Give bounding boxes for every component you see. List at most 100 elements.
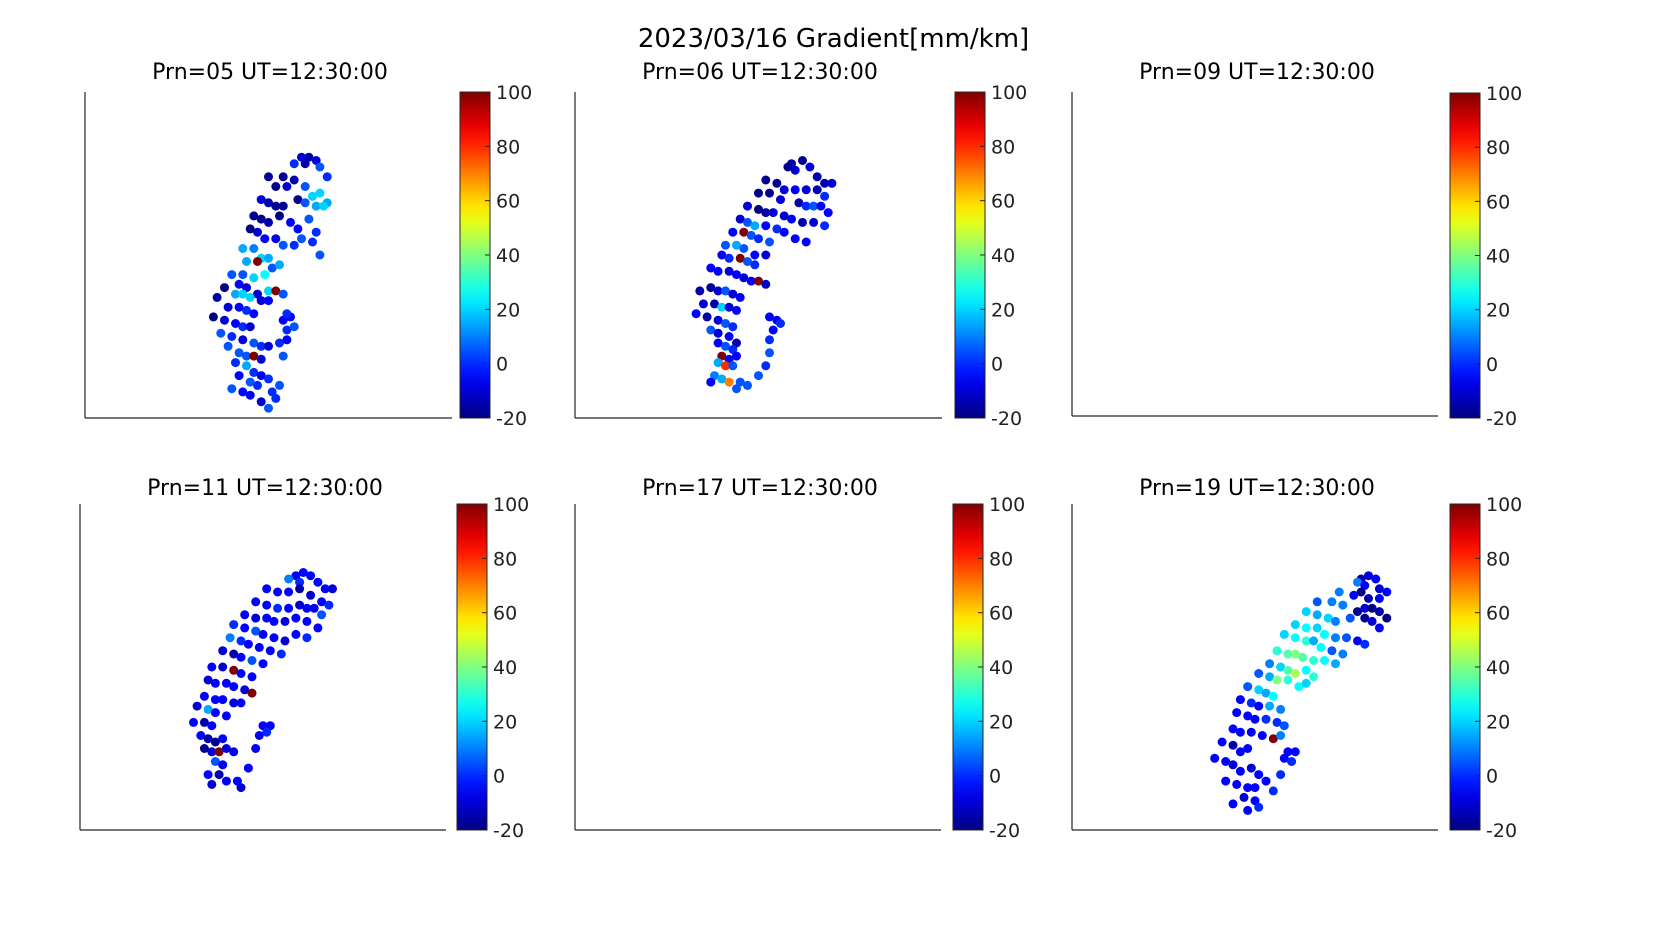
data-point xyxy=(728,322,738,332)
data-point xyxy=(249,309,259,319)
data-point xyxy=(706,377,716,387)
data-point xyxy=(214,747,224,757)
data-point xyxy=(1261,688,1271,698)
data-point xyxy=(298,568,308,577)
data-point xyxy=(1283,649,1293,659)
data-point xyxy=(249,351,259,361)
data-point xyxy=(275,260,284,270)
data-point xyxy=(1246,727,1256,737)
colorbar-tick-label: 0 xyxy=(991,354,1003,376)
data-point xyxy=(232,776,242,786)
data-point xyxy=(264,374,273,384)
data-point xyxy=(1353,577,1362,587)
data-point xyxy=(1298,652,1308,662)
data-point xyxy=(765,312,774,322)
data-point xyxy=(245,292,255,302)
colorbar-tick-label: 100 xyxy=(991,82,1027,104)
data-point xyxy=(1290,633,1300,643)
data-point xyxy=(238,244,248,253)
data-point xyxy=(761,221,771,231)
data-point xyxy=(1320,629,1329,639)
data-point xyxy=(278,201,288,211)
data-point xyxy=(227,384,237,394)
data-point xyxy=(1312,623,1322,633)
data-point xyxy=(1246,698,1256,708)
scatter-plot: 100 80 60 40 20 0 -20 xyxy=(84,82,532,430)
data-point xyxy=(253,257,262,266)
data-point xyxy=(236,698,246,708)
data-point xyxy=(1374,584,1384,594)
data-point xyxy=(1272,717,1282,727)
colorbar-tick-label: 100 xyxy=(1486,494,1522,516)
data-point xyxy=(218,760,228,770)
data-point xyxy=(1265,659,1275,669)
data-point xyxy=(295,584,305,594)
data-point xyxy=(713,266,723,276)
data-point xyxy=(1374,607,1384,617)
data-point xyxy=(750,260,760,270)
data-point xyxy=(234,302,244,312)
data-point xyxy=(721,341,730,351)
data-point xyxy=(1217,737,1227,747)
data-point xyxy=(721,319,730,328)
data-point xyxy=(724,253,734,263)
colorbar-tick-label: 20 xyxy=(1486,711,1510,733)
data-point xyxy=(1290,669,1300,678)
data-point xyxy=(1221,776,1231,786)
data-point xyxy=(240,685,250,695)
scatter-panel: Prn=17 UT=12:30:00 100 80 60 40 20 0 -20 xyxy=(574,476,1105,896)
data-point xyxy=(256,195,266,205)
data-point xyxy=(243,639,253,649)
colorbar-tick-label: 0 xyxy=(1486,354,1498,376)
data-point xyxy=(761,361,771,371)
data-point xyxy=(1334,587,1344,597)
scatter-plot: 100 80 60 40 20 0 -20 xyxy=(79,494,529,842)
data-point xyxy=(210,737,220,747)
data-point xyxy=(732,270,741,280)
data-point xyxy=(311,227,321,237)
data-point xyxy=(724,266,734,276)
data-point xyxy=(1331,616,1340,626)
colorbar-tick-label: 40 xyxy=(991,245,1015,267)
colorbar-tick-label: 100 xyxy=(496,82,532,104)
colorbar-tick-label: 0 xyxy=(493,766,505,788)
data-point xyxy=(1367,603,1377,613)
data-point xyxy=(1294,682,1304,692)
data-point xyxy=(221,711,231,721)
data-point xyxy=(218,646,228,656)
data-point xyxy=(1228,799,1238,809)
colorbar-tick-label: 40 xyxy=(1486,657,1510,679)
data-point xyxy=(1323,613,1333,623)
data-point xyxy=(790,165,800,175)
data-point xyxy=(229,665,239,675)
data-point xyxy=(280,636,290,646)
data-point xyxy=(721,361,730,371)
data-point xyxy=(1382,587,1392,597)
data-point xyxy=(1283,675,1293,685)
data-point xyxy=(743,217,752,227)
panel-title: Prn=11 UT=12:30:00 xyxy=(147,476,383,501)
data-point xyxy=(297,234,306,244)
data-point xyxy=(1276,704,1286,714)
data-point xyxy=(264,341,273,351)
colorbar-tick-label: 60 xyxy=(493,603,517,625)
data-point xyxy=(189,717,198,727)
data-point xyxy=(1382,613,1392,623)
data-point xyxy=(221,744,231,753)
data-point xyxy=(240,610,250,620)
data-point xyxy=(698,299,708,309)
data-point xyxy=(295,600,305,610)
data-point xyxy=(717,302,727,312)
data-point xyxy=(1316,642,1326,652)
colorbar-tick-label: 100 xyxy=(493,494,529,516)
data-point xyxy=(724,302,734,312)
data-point xyxy=(293,195,303,205)
data-point xyxy=(779,227,789,237)
data-point xyxy=(1320,656,1329,665)
data-point xyxy=(271,201,281,211)
data-point xyxy=(203,704,213,714)
scatter-plot: 100 80 60 40 20 0 -20 xyxy=(1071,83,1522,430)
data-point xyxy=(1268,691,1278,701)
data-point xyxy=(210,708,220,718)
data-point xyxy=(1301,665,1311,675)
